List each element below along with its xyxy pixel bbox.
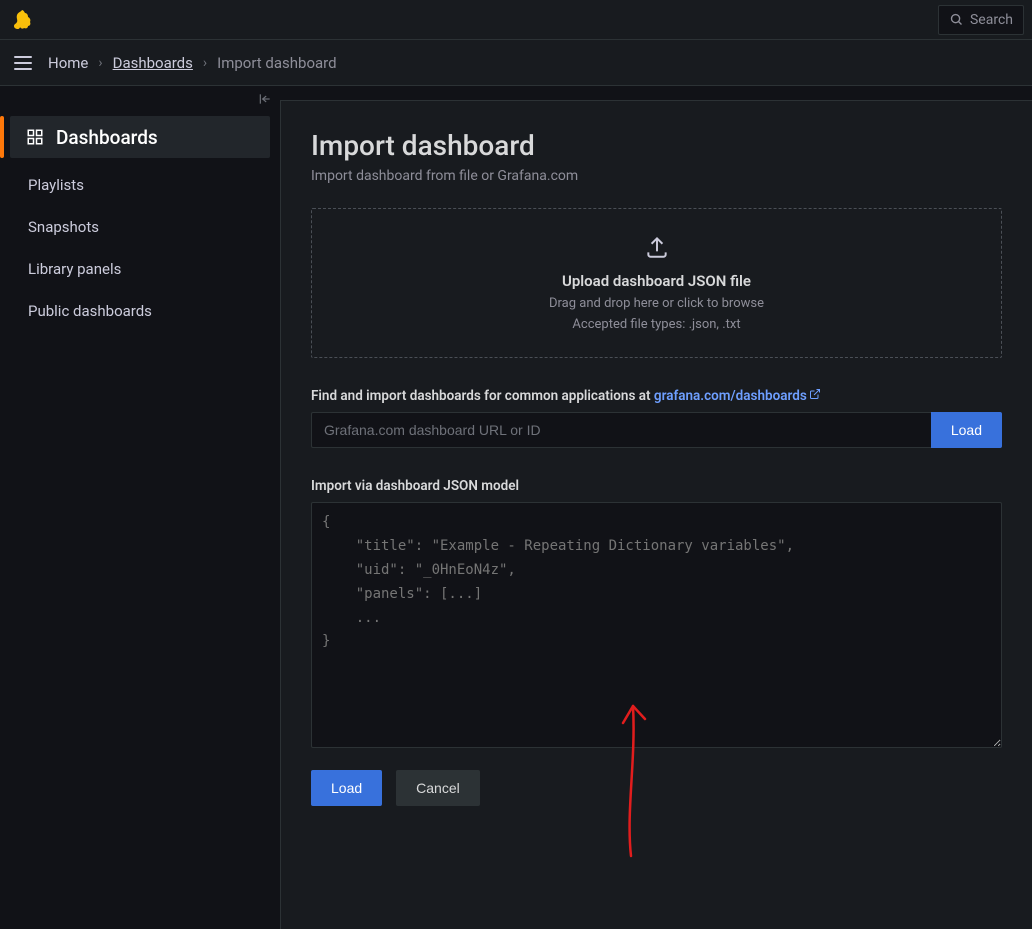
sidebar-item-label: Public dashboards	[28, 302, 152, 320]
breadcrumb-bar: Home › Dashboards › Import dashboard	[0, 40, 1032, 86]
sidebar-item-library-panels[interactable]: Library panels	[26, 250, 270, 288]
sidebar-item-label: Dashboards	[56, 126, 158, 149]
grafana-dashboards-link-text: grafana.com/dashboards	[654, 388, 807, 404]
page-subtitle: Import dashboard from file or Grafana.co…	[311, 168, 1002, 184]
sidebar-item-playlists[interactable]: Playlists	[26, 166, 270, 204]
load-button[interactable]: Load	[311, 770, 382, 806]
collapse-sidebar-icon[interactable]	[258, 92, 272, 110]
dropzone-hint-1: Drag and drop here or click to browse	[549, 296, 764, 311]
chevron-right-icon: ›	[203, 55, 207, 71]
menu-toggle-icon[interactable]	[12, 52, 34, 74]
breadcrumb-current: Import dashboard	[217, 54, 336, 72]
breadcrumb: Home › Dashboards › Import dashboard	[48, 54, 337, 72]
cancel-button[interactable]: Cancel	[396, 770, 480, 806]
grafana-dashboards-link[interactable]: grafana.com/dashboards	[654, 388, 821, 404]
breadcrumb-home[interactable]: Home	[48, 54, 88, 72]
top-bar: Search	[0, 0, 1032, 40]
search-placeholder: Search	[970, 12, 1013, 28]
find-import-label: Find and import dashboards for common ap…	[311, 388, 1002, 404]
dropzone-title: Upload dashboard JSON file	[562, 272, 751, 290]
sidebar: Dashboards Playlists Snapshots Library p…	[0, 86, 280, 929]
breadcrumb-dashboards[interactable]: Dashboards	[113, 54, 193, 72]
sidebar-item-snapshots[interactable]: Snapshots	[26, 208, 270, 246]
sidebar-item-label: Library panels	[28, 260, 121, 278]
load-url-button[interactable]: Load	[931, 412, 1002, 448]
chevron-right-icon: ›	[98, 55, 102, 71]
content-area: Import dashboard Import dashboard from f…	[280, 100, 1032, 929]
json-model-textarea[interactable]	[311, 502, 1002, 748]
upload-icon	[644, 234, 670, 260]
sidebar-item-public-dashboards[interactable]: Public dashboards	[26, 292, 270, 330]
global-search[interactable]: Search	[938, 5, 1024, 35]
page-title: Import dashboard	[311, 129, 1002, 162]
dropzone-hint-2: Accepted file types: .json, .txt	[572, 317, 740, 332]
grafana-logo-icon[interactable]	[8, 6, 36, 34]
sidebar-item-label: Playlists	[28, 176, 84, 194]
json-model-label: Import via dashboard JSON model	[311, 478, 1002, 494]
sidebar-item-label: Snapshots	[28, 218, 99, 236]
search-icon	[949, 12, 964, 27]
dashboards-icon	[26, 128, 44, 146]
external-link-icon	[809, 388, 821, 404]
upload-dropzone[interactable]: Upload dashboard JSON file Drag and drop…	[311, 208, 1002, 358]
find-import-label-text: Find and import dashboards for common ap…	[311, 388, 654, 404]
sidebar-item-dashboards[interactable]: Dashboards	[10, 116, 270, 158]
grafana-url-input[interactable]	[311, 412, 931, 448]
